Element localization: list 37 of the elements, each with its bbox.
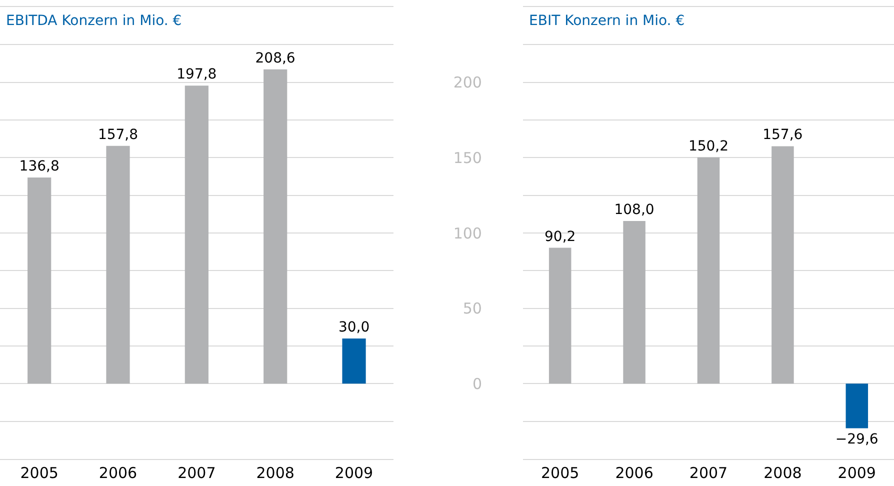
y-tick-label: 0 xyxy=(472,374,482,393)
y-tick-label: 150 xyxy=(453,148,482,167)
text: EBIT Konzern in Mio. € xyxy=(529,13,685,29)
bar xyxy=(772,146,794,384)
bar xyxy=(28,178,52,384)
data-label: 136,8 xyxy=(19,158,60,175)
bar xyxy=(548,248,572,384)
data-label: 208,6 xyxy=(255,50,296,66)
x-tick-label: 2008 xyxy=(764,464,802,482)
data-label: 157,6 xyxy=(762,127,803,144)
bar xyxy=(623,220,646,384)
y-tick-label: 200 xyxy=(453,74,482,92)
data-label: 108,0 xyxy=(614,202,654,218)
x-tick-label: 2006 xyxy=(98,464,138,482)
bar xyxy=(697,157,720,384)
data-label: 30,0 xyxy=(338,319,370,336)
x-tick-label: 2007 xyxy=(689,464,728,482)
bar xyxy=(846,384,868,428)
x-tick-label: 2009 xyxy=(334,464,374,482)
text: EBITDA Konzern in Mio. € xyxy=(6,13,182,29)
bar xyxy=(264,69,288,384)
bar xyxy=(342,338,366,384)
x-tick-label: 2008 xyxy=(256,464,294,482)
bar xyxy=(184,86,208,384)
data-label: 197,8 xyxy=(176,66,217,83)
data-label: −29,6 xyxy=(835,431,878,448)
x-tick-label: 2005 xyxy=(540,464,580,482)
data-label: 157,8 xyxy=(98,126,138,143)
y-tick-label: 50 xyxy=(462,300,482,318)
x-tick-label: 2006 xyxy=(615,464,654,482)
data-label: 90,2 xyxy=(544,228,576,245)
bar xyxy=(106,146,130,384)
data-label: 150,2 xyxy=(688,138,729,154)
x-tick-label: 2009 xyxy=(838,464,876,482)
y-tick-label: 100 xyxy=(453,224,482,242)
x-tick-label: 2007 xyxy=(178,464,216,482)
x-tick-label: 2005 xyxy=(20,464,58,482)
